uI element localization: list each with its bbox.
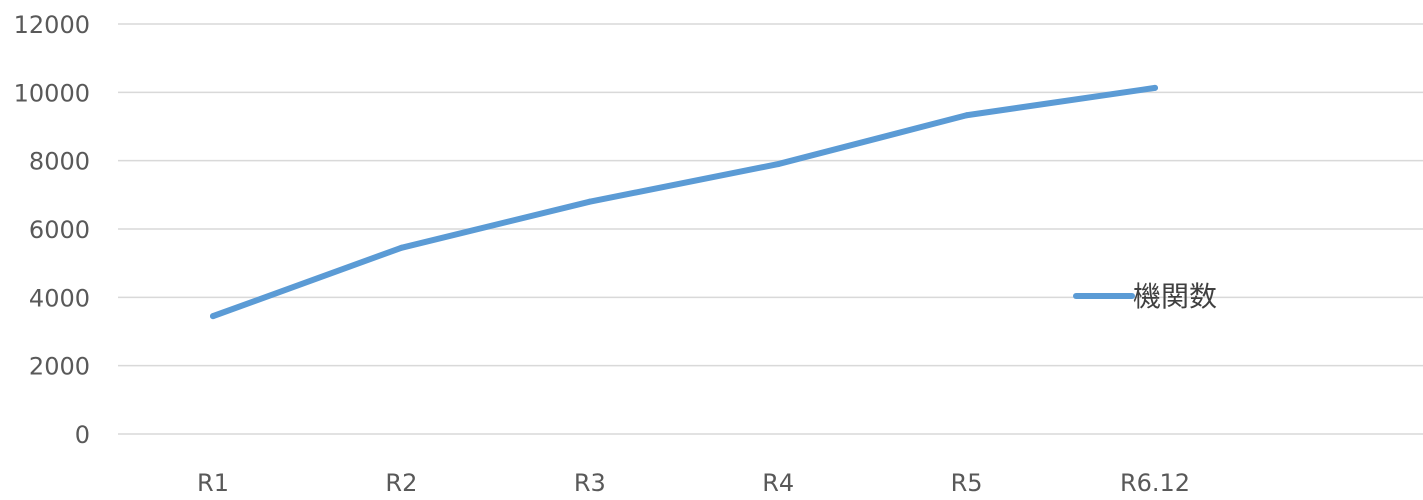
data-point — [210, 313, 216, 320]
x-tick-label: R1 — [197, 469, 229, 497]
series-lines — [210, 84, 1158, 320]
data-point — [1152, 84, 1158, 91]
y-tick-label: 12000 — [14, 11, 90, 39]
x-tick-label: R5 — [951, 469, 983, 497]
y-tick-label: 2000 — [29, 353, 90, 381]
data-point — [398, 244, 405, 251]
legend-label-kikansu: 機関数 — [1133, 280, 1217, 313]
data-point — [963, 112, 970, 119]
gridlines — [118, 23, 1423, 435]
x-tick-label: R3 — [574, 469, 606, 497]
x-axis-tick-labels: R1 R2 R3 R4 R5 R6.12 — [197, 469, 1190, 497]
x-tick-label: R2 — [385, 469, 417, 497]
x-tick-label: R4 — [762, 469, 794, 497]
series-line — [210, 84, 1158, 320]
y-tick-label: 8000 — [29, 148, 90, 176]
y-tick-label: 4000 — [29, 284, 90, 312]
legend: 機関数 — [1073, 280, 1217, 313]
y-axis-tick-labels: 0 2000 4000 6000 8000 10000 12000 — [14, 11, 90, 449]
y-tick-label: 0 — [75, 421, 90, 449]
y-tick-label: 6000 — [29, 216, 90, 244]
data-point — [775, 161, 782, 168]
data-point — [586, 198, 593, 205]
x-tick-label: R6.12 — [1120, 469, 1190, 497]
y-tick-label: 10000 — [14, 79, 90, 107]
